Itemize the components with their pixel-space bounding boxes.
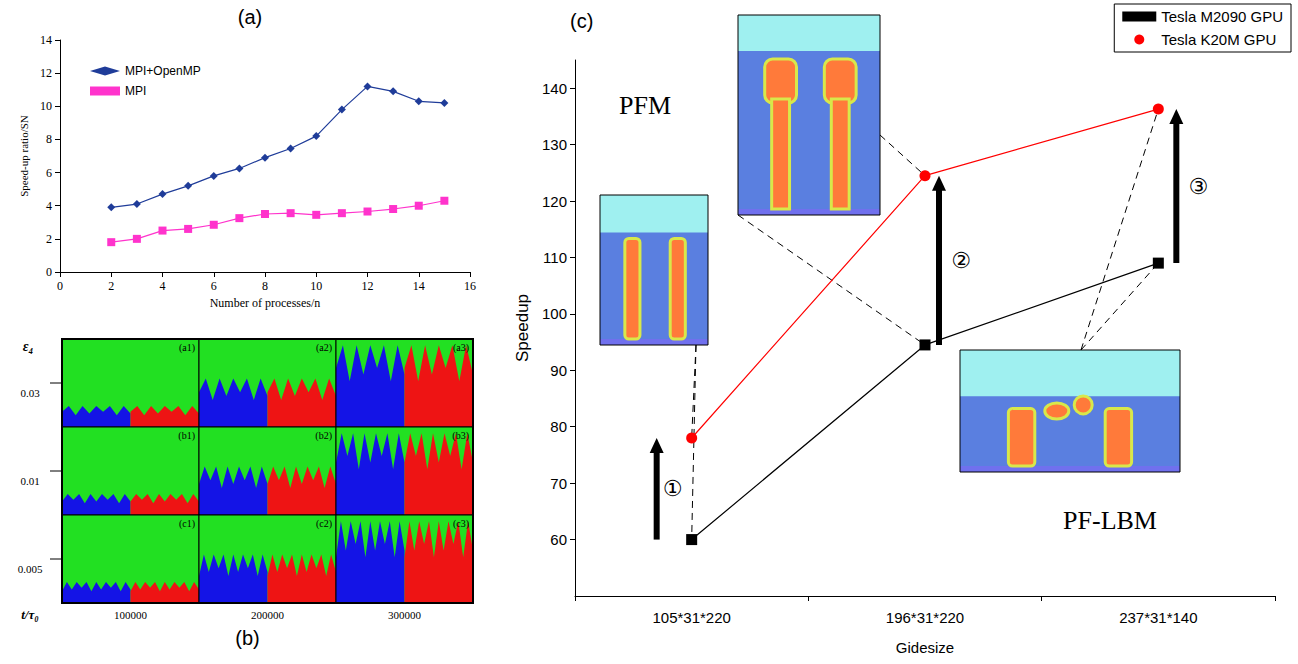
svg-text:②: ② [951, 248, 971, 273]
svg-text:PF-LBM: PF-LBM [1063, 506, 1157, 535]
svg-text:12: 12 [40, 66, 52, 80]
svg-text:0.03: 0.03 [20, 387, 40, 399]
svg-text:Speedup: Speedup [513, 294, 532, 362]
svg-text:Gidesize: Gidesize [896, 639, 954, 656]
svg-text:80: 80 [550, 418, 567, 435]
svg-text:(a): (a) [238, 6, 262, 28]
svg-text:PFM: PFM [619, 91, 671, 120]
svg-text:(b3): (b3) [452, 430, 469, 442]
svg-text:100: 100 [542, 305, 567, 322]
svg-text:(c): (c) [570, 10, 593, 32]
svg-text:105*31*220: 105*31*220 [652, 609, 730, 626]
svg-text:③: ③ [1188, 174, 1208, 199]
svg-text:14: 14 [40, 33, 52, 47]
svg-text:(a3): (a3) [453, 342, 469, 354]
svg-text:MPI+OpenMP: MPI+OpenMP [125, 64, 201, 78]
svg-text:①: ① [663, 476, 683, 501]
svg-text:0: 0 [57, 279, 63, 293]
svg-text:10: 10 [40, 99, 52, 113]
svg-text:300000: 300000 [388, 609, 422, 621]
svg-text:(a2): (a2) [316, 342, 332, 354]
svg-text:(b2): (b2) [315, 430, 332, 442]
svg-text:4: 4 [46, 199, 52, 213]
svg-text:16: 16 [464, 279, 476, 293]
svg-text:Tesla M2090 GPU: Tesla M2090 GPU [1161, 8, 1283, 25]
svg-text:0: 0 [46, 265, 52, 279]
svg-text:12: 12 [362, 279, 374, 293]
svg-text:0.005: 0.005 [18, 563, 43, 575]
svg-text:4: 4 [160, 279, 166, 293]
svg-text:90: 90 [550, 362, 567, 379]
svg-text:130: 130 [542, 136, 567, 153]
svg-text:ε₄: ε₄ [23, 339, 34, 354]
svg-text:196*31*220: 196*31*220 [886, 609, 964, 626]
svg-text:(c3): (c3) [453, 518, 469, 530]
svg-text:(c1): (c1) [179, 518, 195, 530]
svg-text:237*31*140: 237*31*140 [1119, 609, 1197, 626]
svg-text:140: 140 [542, 80, 567, 97]
svg-text:Speed-up ratio/SN: Speed-up ratio/SN [18, 115, 30, 197]
svg-text:Number of processes/n: Number of processes/n [210, 296, 321, 310]
svg-text:(a1): (a1) [179, 342, 195, 354]
svg-text:0.01: 0.01 [20, 475, 39, 487]
svg-text:8: 8 [262, 279, 268, 293]
svg-text:MPI: MPI [125, 84, 146, 98]
svg-text:70: 70 [550, 475, 567, 492]
svg-text:14: 14 [413, 279, 425, 293]
svg-text:2: 2 [108, 279, 114, 293]
svg-text:110: 110 [543, 249, 567, 266]
svg-text:200000: 200000 [251, 609, 285, 621]
svg-text:Tesla K20M GPU: Tesla K20M GPU [1161, 31, 1276, 48]
svg-text:(b): (b) [235, 627, 259, 649]
svg-text:(c2): (c2) [316, 518, 332, 530]
svg-text:6: 6 [211, 279, 217, 293]
svg-text:6: 6 [46, 166, 52, 180]
svg-text:t/τ₀: t/τ₀ [21, 607, 39, 622]
svg-text:2: 2 [46, 232, 52, 246]
svg-text:100000: 100000 [114, 609, 148, 621]
svg-text:120: 120 [542, 193, 567, 210]
svg-text:(b1): (b1) [178, 430, 195, 442]
svg-text:8: 8 [46, 132, 52, 146]
svg-text:60: 60 [550, 531, 567, 548]
svg-text:10: 10 [310, 279, 322, 293]
